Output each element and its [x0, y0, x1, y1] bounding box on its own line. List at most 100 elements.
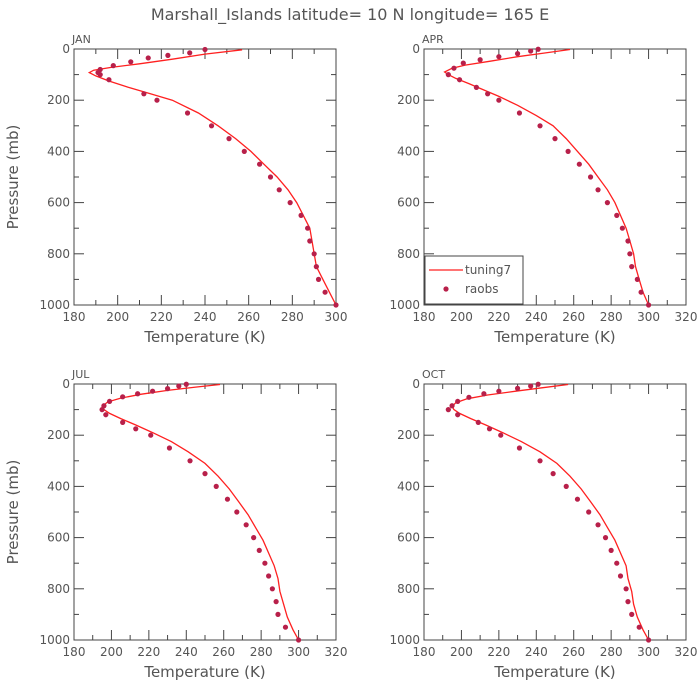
data-point-raobs	[629, 611, 635, 618]
data-point-raobs	[537, 458, 543, 464]
data-point-raobs	[449, 403, 455, 409]
data-point-raobs	[445, 407, 451, 413]
data-point-raobs	[154, 97, 160, 103]
data-point-raobs	[262, 560, 268, 566]
series-line-tuning7	[451, 383, 650, 641]
data-point-raobs	[241, 148, 247, 154]
data-point-raobs	[595, 522, 601, 528]
data-point-raobs	[576, 161, 582, 167]
x-tick-label: 280	[281, 310, 304, 324]
data-point-raobs	[166, 445, 173, 451]
data-point-raobs	[120, 394, 126, 400]
x-tick-label: 300	[287, 645, 310, 659]
data-point-raobs	[638, 289, 644, 295]
data-point-raobs	[496, 54, 502, 60]
panel-label-jan: JAN	[71, 33, 91, 46]
data-point-raobs	[110, 63, 116, 69]
data-point-raobs	[251, 535, 257, 541]
data-point-raobs	[595, 187, 601, 193]
y-tick-label: 600	[47, 531, 70, 545]
x-tick-label: 300	[637, 310, 660, 324]
y-tick-label: 800	[47, 247, 70, 261]
data-point-raobs	[586, 509, 592, 515]
y-tick-label: 1000	[39, 298, 70, 312]
data-point-raobs	[477, 57, 483, 63]
y-tick-label: 1000	[39, 633, 70, 647]
panel-label-apr: APR	[422, 33, 444, 46]
legend-label-obs: raobs	[465, 282, 499, 296]
data-point-raobs	[636, 624, 642, 630]
data-point-raobs	[498, 432, 504, 438]
x-tick-label: 200	[106, 310, 129, 324]
x-tick-label: 240	[525, 645, 548, 659]
data-point-raobs	[322, 289, 328, 295]
data-point-raobs	[537, 123, 543, 129]
data-point-raobs	[516, 445, 523, 451]
x-tick-label: 320	[675, 645, 698, 659]
x-tick-label: 180	[63, 645, 86, 659]
y-tick-label: 200	[47, 428, 70, 442]
panel-label-oct: OCT	[422, 368, 445, 381]
y-axis-label: Pressure (mb)	[4, 460, 22, 565]
data-point-raobs	[315, 276, 322, 282]
x-tick-label: 280	[600, 310, 623, 324]
data-point-raobs	[287, 200, 293, 206]
series-line-tuning7	[443, 48, 650, 306]
data-point-raobs	[150, 388, 156, 394]
data-point-raobs	[574, 496, 581, 502]
data-point-raobs	[106, 77, 112, 83]
panel-oct: 180 200 220 240 260 280 300 320 0 200 400 600 800 100…	[389, 368, 697, 681]
y-tick-label: 200	[397, 428, 420, 442]
x-tick-label: 180	[63, 310, 86, 324]
data-point-raobs	[276, 187, 282, 193]
data-point-raobs	[466, 394, 472, 400]
data-point-raobs	[516, 110, 523, 116]
y-tick-label: 600	[397, 196, 420, 210]
y-tick-label: 200	[47, 93, 70, 107]
data-point-raobs	[273, 599, 279, 605]
x-tick-label: 240	[194, 310, 217, 324]
data-point-raobs	[187, 50, 193, 56]
x-tick-label: 260	[562, 310, 585, 324]
data-point-raobs	[627, 251, 633, 257]
data-point-raobs	[141, 91, 147, 97]
y-tick-label: 0	[412, 377, 420, 391]
data-point-raobs	[528, 383, 534, 389]
x-tick-label: 300	[325, 310, 348, 324]
y-tick-label: 0	[62, 377, 70, 391]
data-point-raobs	[202, 46, 208, 53]
data-point-raobs	[623, 586, 629, 592]
data-point-raobs	[604, 200, 611, 206]
x-tick-label: 320	[325, 645, 348, 659]
data-point-raobs	[528, 48, 534, 54]
data-point-raobs	[183, 381, 189, 387]
data-point-raobs	[614, 560, 620, 566]
x-tick-label: 260	[212, 645, 235, 659]
legend-box	[424, 255, 524, 305]
x-tick-label: 320	[675, 310, 698, 324]
data-point-raobs	[587, 174, 594, 180]
panel-apr: 180 200 220 240 260 280 300 320 0 200 400 600 800 100…	[389, 33, 697, 346]
data-point-raobs	[460, 60, 466, 66]
data-point-raobs	[234, 509, 240, 515]
x-tick-label: 220	[487, 645, 510, 659]
data-point-raobs	[445, 72, 451, 78]
x-tick-label: 200	[450, 310, 473, 324]
data-point-raobs	[97, 72, 103, 78]
data-point-raobs	[282, 624, 289, 630]
data-point-raobs	[145, 55, 151, 61]
data-point-raobs	[552, 136, 558, 142]
data-point-raobs	[103, 412, 109, 418]
data-point-raobs	[99, 407, 105, 413]
data-point-raobs	[226, 136, 232, 142]
y-tick-label: 400	[397, 479, 420, 493]
legend-point-swatch	[443, 286, 449, 292]
data-point-raobs	[165, 52, 171, 59]
x-tick-label: 240	[525, 310, 548, 324]
data-point-raobs	[176, 383, 182, 389]
x-axis-label: Temperature (K)	[493, 663, 615, 681]
y-tick-label: 200	[397, 93, 420, 107]
data-point-raobs	[106, 398, 113, 405]
y-tick-label: 800	[47, 582, 70, 596]
data-point-raobs	[275, 611, 281, 618]
